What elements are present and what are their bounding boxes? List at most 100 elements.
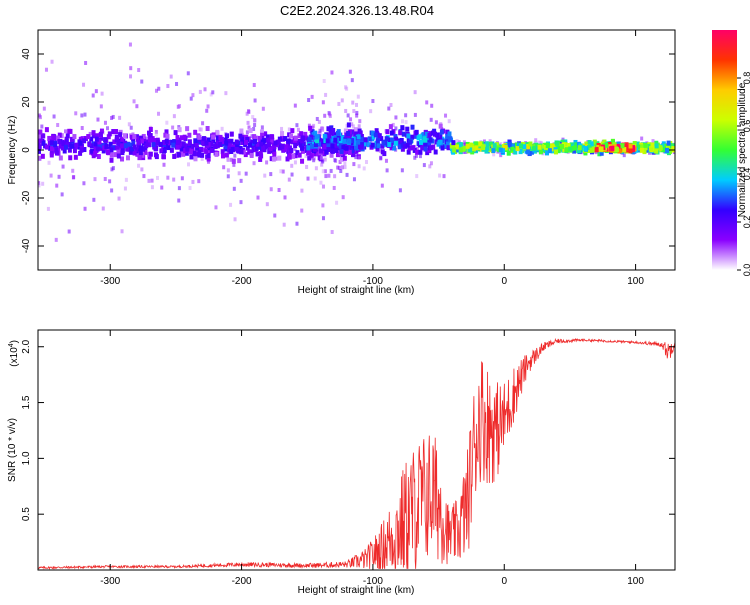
spectrogram-cell	[539, 141, 543, 146]
spectrogram-cell	[339, 135, 344, 141]
spectrogram-cell	[263, 144, 268, 150]
spectrogram-cell	[96, 117, 100, 122]
spectrogram-cell	[509, 143, 514, 149]
spectrogram-cell	[138, 135, 143, 141]
spectrogram-cell	[205, 108, 209, 113]
spectrogram-cell	[330, 143, 335, 149]
spectrogram-cell	[400, 142, 405, 148]
spectrogram-cell	[599, 150, 604, 156]
spectrogram-cell	[78, 150, 83, 156]
spectrogram-cell	[412, 147, 417, 153]
spectrogram-cell	[560, 144, 565, 150]
spectrogram-cell	[356, 134, 361, 140]
spectrogram-cell	[109, 147, 114, 153]
spectrogram-cell	[587, 145, 592, 151]
spectrogram-cell	[189, 154, 194, 160]
spectrogram-cell	[577, 145, 582, 151]
spectrogram-cell	[429, 161, 433, 166]
spectrogram-cell	[355, 110, 359, 115]
spectrogram-cell	[289, 147, 294, 153]
spectrogram-cell	[282, 222, 286, 227]
spectrogram-cell	[136, 139, 141, 145]
spectrogram-cell	[47, 135, 52, 141]
spectrogram-cell	[252, 139, 257, 145]
spectrogram-cell	[251, 145, 256, 151]
spectrogram-cell	[384, 136, 389, 142]
spectrogram-cell	[300, 148, 305, 154]
spectrogram-cell	[642, 149, 647, 155]
spectrogram-cell	[55, 135, 60, 141]
spectrogram-cell	[331, 131, 336, 137]
spectrogram-cell	[344, 85, 348, 90]
spectrogram-cell	[110, 115, 114, 120]
spectrogram-cell	[199, 127, 203, 132]
spectrogram-cell	[40, 124, 44, 129]
spectrogram-cell	[173, 130, 178, 136]
spectrogram-cell	[58, 155, 63, 161]
spectrogram-cell	[405, 142, 410, 148]
spectrogram-cell	[631, 145, 636, 151]
spectrogram-cell	[651, 139, 655, 144]
snr-multiplier-exp: 4	[8, 343, 15, 347]
spectrogram-cell	[249, 152, 254, 158]
spectrogram-cell	[239, 200, 243, 205]
spectrogram-cell	[172, 177, 176, 182]
spectrogram-cell	[169, 74, 173, 79]
spectrogram-cell	[357, 124, 361, 129]
spectrogram-cell	[116, 149, 121, 155]
spectrogram-cell	[335, 200, 339, 205]
spectrogram-cell	[206, 149, 211, 155]
colorbar-gradient	[712, 30, 737, 270]
spectrogram-cell	[474, 141, 479, 147]
spectrogram-cell	[177, 127, 182, 133]
spectrogram-cell	[335, 152, 340, 158]
spectrogram-cell	[440, 138, 445, 144]
spectrogram-cell	[169, 147, 174, 153]
spectrogram-cell	[290, 139, 295, 145]
spectrogram-cell	[515, 146, 520, 152]
spectrogram-cell	[474, 145, 479, 151]
spectrogram-cell	[330, 230, 334, 235]
spectrogram-cell	[593, 142, 598, 148]
spectrogram-cell	[151, 142, 156, 148]
spectrogram-cell	[410, 134, 415, 140]
spectrogram-cell	[69, 136, 74, 142]
spectrogram-y-tick-label: -20	[21, 190, 32, 205]
spectrogram-cell	[312, 146, 317, 152]
spectrogram-cell	[295, 150, 300, 156]
spectrogram-cell	[516, 143, 521, 149]
spectrogram-cell	[69, 143, 74, 149]
spectrogram-cell	[62, 148, 67, 154]
spectrogram-cell	[162, 162, 166, 167]
spectrogram-cell	[232, 162, 236, 167]
spectrogram-cell	[468, 147, 473, 153]
spectrogram-cell	[445, 138, 450, 144]
spectrogram-cell	[400, 125, 405, 131]
spectrogram-cell	[488, 139, 492, 144]
spectrogram-cell	[494, 142, 499, 148]
spectrogram-cell	[423, 142, 428, 148]
spectrogram-cell	[338, 143, 343, 149]
spectrogram-cell	[129, 74, 133, 79]
spectrogram-cell	[452, 147, 457, 153]
snr-multiplier: (x104)	[8, 340, 20, 367]
spectrogram-cell	[525, 149, 530, 155]
spectrogram-cell	[317, 119, 321, 124]
spectrogram-cell	[240, 140, 245, 146]
snr-x-tick-label: 0	[501, 576, 507, 587]
spectrogram-cell	[285, 156, 290, 162]
spectrogram-cell	[101, 206, 105, 211]
spectrogram-y-ticks: -40 -20 0 20 40	[21, 48, 675, 253]
snr-x-tick-label: 100	[627, 576, 644, 587]
spectrogram-cell	[425, 150, 430, 156]
spectrogram-cell	[333, 174, 337, 179]
spectrogram-cell	[583, 150, 588, 156]
spectrogram-cell	[261, 146, 266, 152]
spectrogram-cell	[224, 140, 229, 146]
spectrogram-cell	[442, 174, 446, 179]
spectrogram-cell	[610, 145, 615, 151]
spectrogram-cell	[171, 142, 176, 148]
spectrogram-cell	[324, 92, 328, 97]
spectrogram-cell	[632, 140, 637, 146]
spectrogram-cell	[138, 150, 143, 156]
